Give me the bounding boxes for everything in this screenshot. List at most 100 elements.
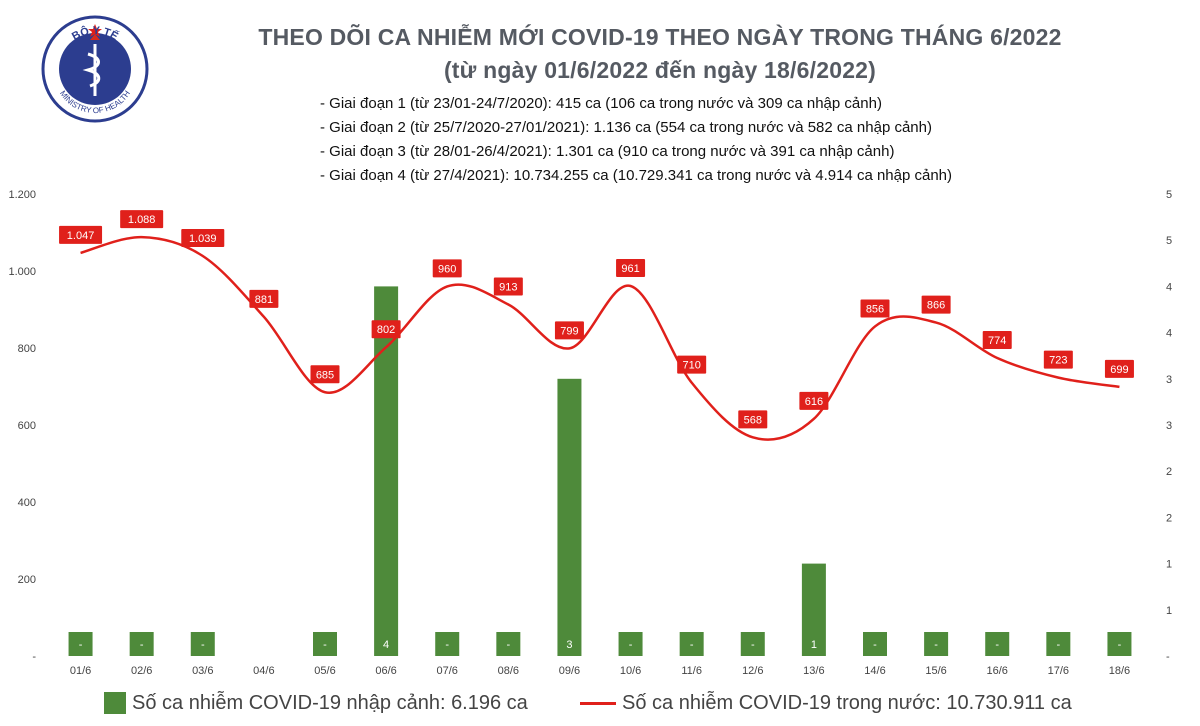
line-label-box	[1043, 350, 1073, 369]
bar-data-label: -	[1056, 639, 1060, 651]
bar-imported	[924, 632, 949, 656]
legend-bar-swatch	[104, 692, 126, 714]
bar-imported	[129, 632, 154, 656]
right-axis-tick-label: 4	[1166, 328, 1172, 340]
x-tick-label: 10/6	[620, 665, 641, 677]
x-tick-label: 09/6	[559, 665, 580, 677]
right-axis-tick-label: 3	[1166, 420, 1172, 432]
line-data-label: 568	[744, 414, 762, 426]
chart-subtitle: (từ ngày 01/6/2022 đến ngày 18/6/2022)	[443, 57, 877, 83]
x-tick-label: 05/6	[314, 665, 335, 677]
line-data-label: 1.039	[189, 233, 217, 245]
right-axis-tick-label: 2	[1166, 512, 1172, 524]
bar-imported	[679, 632, 704, 656]
line-data-label: 723	[1049, 355, 1067, 367]
phase-notes: - Giai đoạn 1 (từ 23/01-24/7/2020): 415 …	[320, 92, 952, 188]
line-label-box	[616, 259, 646, 278]
bar-data-label: 1	[811, 639, 817, 651]
line-label-box	[249, 289, 279, 308]
line-label-box	[59, 225, 103, 244]
covid-cases-chart: - 200 400 600 800 1.000 1.200 - 1 1 2 2 3 3 4 4 5 5 - - - - 4 -…	[8, 189, 1172, 677]
line-data-label: 866	[927, 300, 945, 312]
right-axis-tick-label: 5	[1166, 235, 1172, 247]
ministry-of-health-logo: BỘ Y TẾ MINISTRY OF HEALTH	[41, 15, 149, 123]
line-data-label: 774	[988, 335, 1006, 347]
bar-imported	[1107, 632, 1132, 656]
x-tick-label: 16/6	[987, 665, 1008, 677]
bar-imported	[496, 632, 521, 656]
right-axis-tick-label: 3	[1166, 374, 1172, 386]
svg-text:BỘ Y TẾ: BỘ Y TẾ	[70, 24, 120, 43]
x-tick-label: 17/6	[1048, 665, 1069, 677]
x-tick-label: 13/6	[803, 665, 824, 677]
bar-data-label: -	[506, 639, 510, 651]
line-data-label: 913	[499, 281, 517, 293]
right-axis-tick-label: 5	[1166, 189, 1172, 201]
line-label-box	[371, 320, 401, 339]
bar-imported	[985, 632, 1010, 656]
bar-imported	[618, 632, 643, 656]
bar-imported	[1046, 632, 1071, 656]
legend-domestic-label: Số ca nhiễm COVID-19 trong nước: 10.730.…	[622, 691, 1072, 714]
line-label-box	[310, 365, 340, 384]
bar-data-label: -	[79, 639, 83, 651]
bar-data-label: -	[445, 639, 449, 651]
line-domestic	[80, 235, 1120, 441]
line-label-box	[860, 299, 890, 318]
line-label-box	[181, 228, 225, 247]
line-label-box	[554, 321, 584, 340]
left-axis-tick-label: 1.200	[8, 189, 36, 201]
bar-imported	[435, 632, 460, 656]
line-label-box	[677, 355, 707, 374]
logo-top-text: BỘ Y TẾ	[70, 24, 120, 43]
legend-line-swatch	[580, 701, 616, 705]
bar-imported	[863, 632, 887, 656]
line-label-box	[120, 210, 164, 229]
bar-data-label: -	[201, 639, 205, 651]
chart-title: THEO DÕI CA NHIỄM MỚI COVID-19 THEO NGÀY…	[258, 24, 1062, 50]
x-tick-label: 03/6	[192, 665, 213, 677]
x-tick-label: 11/6	[681, 665, 702, 677]
line-data-label: 1.088	[128, 214, 156, 226]
x-tick-label: 08/6	[498, 665, 519, 677]
x-tick-label: 12/6	[742, 665, 763, 677]
line-label-box	[432, 259, 462, 278]
x-tick-label: 18/6	[1109, 665, 1130, 677]
bar-imported	[557, 378, 582, 656]
line-data-label: 881	[255, 294, 273, 306]
line-data-label: 961	[621, 263, 639, 275]
x-tick-label: 15/6	[925, 665, 946, 677]
bar-data-label: -	[873, 639, 877, 651]
bar-data-label: -	[751, 639, 755, 651]
bar-data-label: -	[1118, 639, 1122, 651]
left-axis-tick-label: 800	[18, 343, 36, 355]
phase-note-4: - Giai đoạn 4 (từ 27/4/2021): 10.734.255…	[320, 167, 953, 184]
line-label-box	[982, 331, 1012, 350]
bar-imported	[313, 632, 337, 656]
bar-data-label: 4	[383, 639, 389, 651]
x-tick-label: 06/6	[375, 665, 396, 677]
x-tick-label: 14/6	[864, 665, 885, 677]
right-axis-tick-label: 1	[1166, 605, 1172, 617]
x-tick-label: 07/6	[437, 665, 458, 677]
line-data-label: 799	[560, 325, 578, 337]
left-axis-tick-label: 400	[18, 497, 36, 509]
bar-imported	[68, 632, 93, 656]
line-data-label: 710	[682, 360, 700, 372]
line-data-label: 699	[1110, 364, 1128, 376]
line-label-box	[921, 295, 951, 314]
line-data-label: 960	[438, 263, 456, 275]
bar-data-label: 3	[566, 639, 572, 651]
bar-imported	[374, 286, 399, 656]
x-tick-label: 01/6	[70, 665, 91, 677]
line-label-box	[493, 277, 523, 296]
bar-data-label: -	[995, 639, 999, 651]
bar-imported	[801, 563, 826, 656]
line-data-label: 685	[316, 369, 334, 381]
left-axis-tick-label: -	[32, 651, 36, 663]
line-label-box	[1104, 359, 1134, 378]
line-data-label: 802	[377, 324, 395, 336]
phase-note-3: - Giai đoạn 3 (từ 28/01-26/4/2021): 1.30…	[320, 143, 895, 160]
bar-data-label: -	[323, 639, 327, 651]
x-tick-label: 04/6	[253, 665, 274, 677]
